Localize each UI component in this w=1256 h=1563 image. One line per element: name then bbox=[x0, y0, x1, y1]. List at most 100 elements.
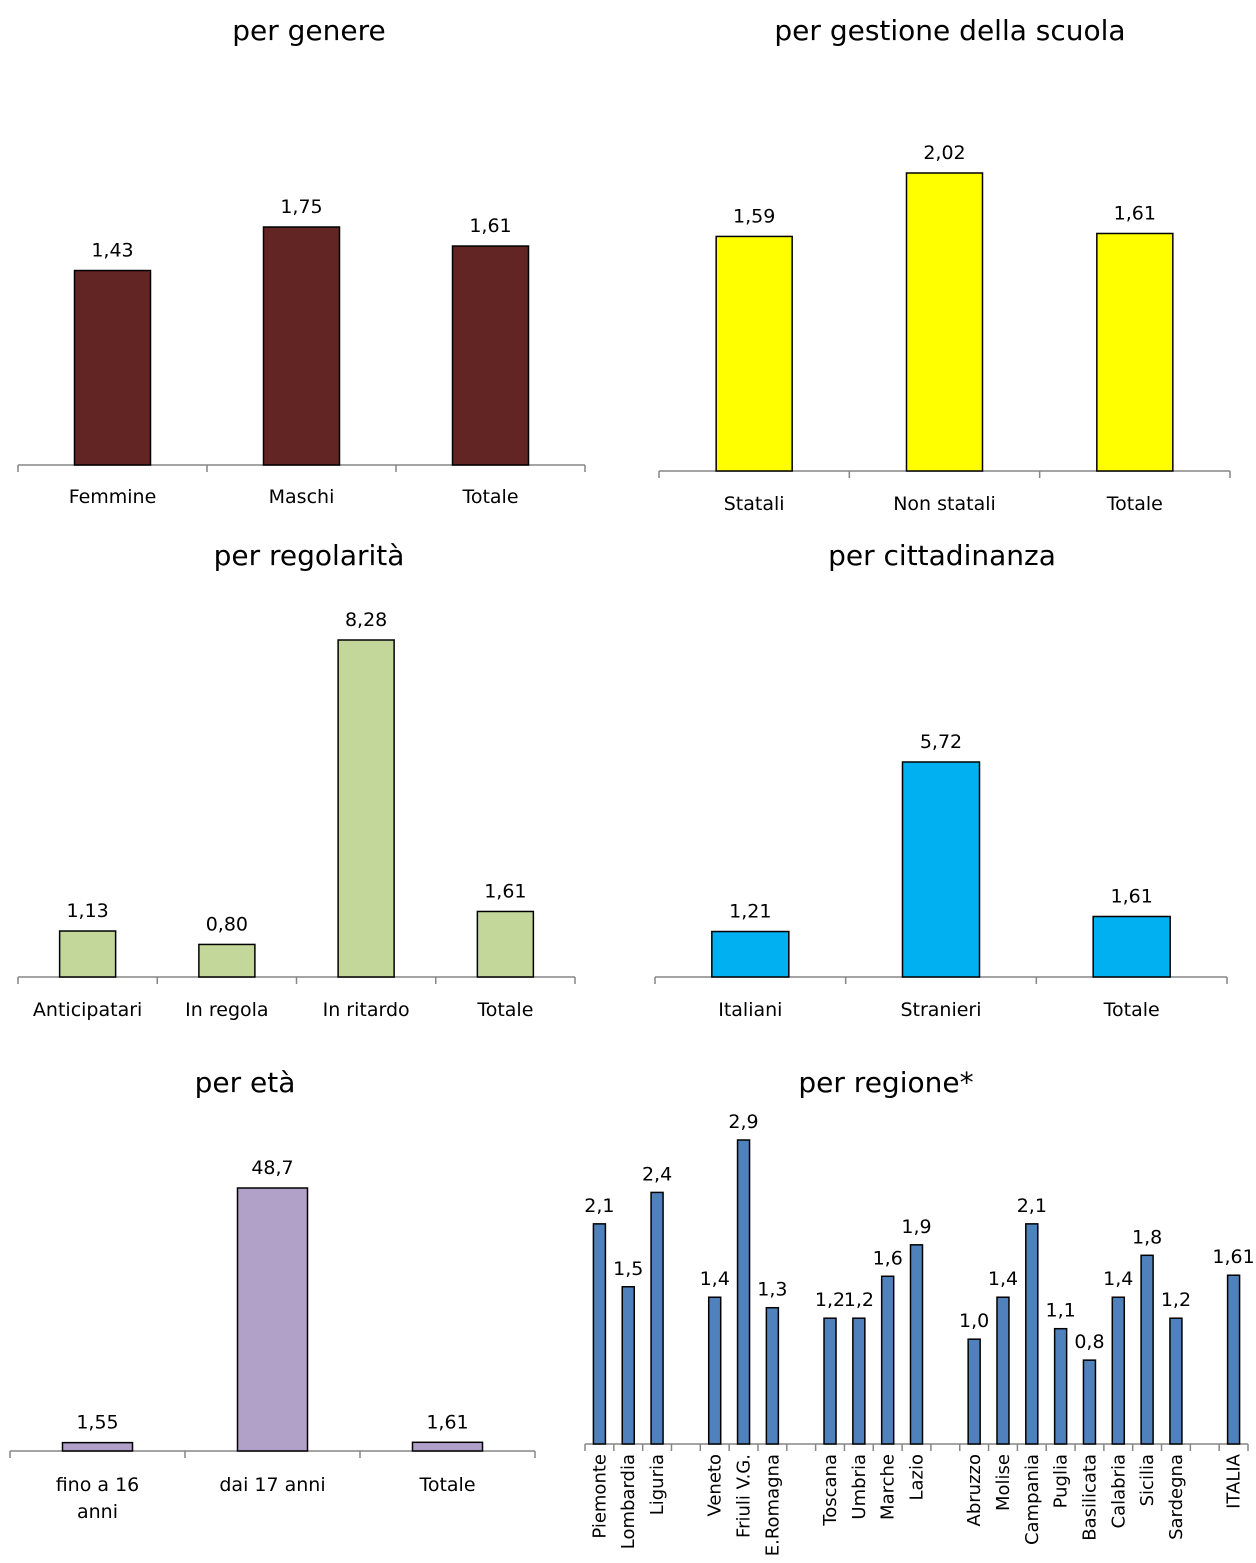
data-label: 1,2 bbox=[1161, 1289, 1191, 1311]
bar bbox=[476, 910, 535, 978]
data-label: 1,61 bbox=[1111, 885, 1153, 907]
category-label: Anticipatari bbox=[33, 999, 142, 1021]
category-label: Umbria bbox=[849, 1454, 870, 1520]
category-label: Marche bbox=[878, 1454, 899, 1520]
chart-panel-6: per regione* 2,1 Piemonte 1,5 Lombardia 2,4 Li… bbox=[584, 1066, 1255, 1556]
bar bbox=[236, 1187, 309, 1452]
bar bbox=[711, 930, 790, 978]
bar bbox=[901, 761, 981, 978]
data-label: 1,61 bbox=[469, 215, 511, 237]
category-label: Maschi bbox=[269, 486, 335, 508]
data-label: 8,28 bbox=[345, 609, 387, 631]
data-label: 2,1 bbox=[584, 1195, 614, 1217]
category-label: Molise bbox=[993, 1454, 1014, 1511]
category-label: Piemonte bbox=[589, 1454, 610, 1539]
data-label: 48,7 bbox=[251, 1157, 293, 1179]
bar bbox=[996, 1296, 1010, 1445]
chart-panel-4: per cittadinanza 1,21 Italiani 5,72 Stranier… bbox=[654, 539, 1228, 1021]
category-label: Totale bbox=[461, 486, 518, 508]
data-label: 2,4 bbox=[642, 1163, 672, 1185]
category-label: Toscana bbox=[820, 1454, 841, 1527]
data-label: 5,72 bbox=[920, 731, 962, 753]
category-label: ITALIA bbox=[1224, 1453, 1245, 1509]
data-label: 1,2 bbox=[844, 1289, 874, 1311]
bar bbox=[909, 1244, 924, 1445]
category-label: Sardegna bbox=[1166, 1454, 1187, 1540]
bar bbox=[73, 269, 152, 466]
chart-title: per genere bbox=[232, 14, 386, 47]
data-label: 2,02 bbox=[923, 142, 965, 164]
data-label: 0,8 bbox=[1074, 1331, 1104, 1353]
bar bbox=[1226, 1274, 1241, 1445]
category-label: Femmine bbox=[69, 486, 157, 508]
bar bbox=[1053, 1327, 1068, 1445]
data-label: 1,13 bbox=[66, 900, 108, 922]
data-label: 1,1 bbox=[1046, 1300, 1076, 1322]
chart-title: per età bbox=[195, 1066, 296, 1099]
data-label: 1,4 bbox=[700, 1268, 730, 1290]
category-label: fino a 16 anni bbox=[56, 1474, 140, 1523]
data-label: 1,61 bbox=[1114, 202, 1156, 224]
bar bbox=[1025, 1223, 1039, 1445]
bar bbox=[823, 1317, 837, 1445]
category-label: Non statali bbox=[893, 493, 996, 515]
bar bbox=[905, 172, 984, 472]
category-label: Campania bbox=[1022, 1454, 1043, 1545]
bar bbox=[337, 639, 395, 978]
category-label: Statali bbox=[724, 493, 785, 515]
category-label-line: fino a 16 bbox=[56, 1474, 140, 1496]
bar bbox=[451, 245, 530, 466]
bar bbox=[1092, 915, 1171, 978]
bar bbox=[715, 235, 793, 472]
data-label: 1,8 bbox=[1132, 1226, 1162, 1248]
bar bbox=[198, 943, 256, 978]
data-label: 1,61 bbox=[1212, 1246, 1254, 1268]
bar bbox=[411, 1441, 484, 1452]
category-label: Abruzzo bbox=[964, 1454, 985, 1526]
bar bbox=[61, 1441, 134, 1452]
bar bbox=[1111, 1296, 1126, 1445]
data-label: 1,61 bbox=[426, 1411, 468, 1433]
data-label: 1,75 bbox=[280, 196, 322, 218]
data-label: 2,1 bbox=[1017, 1195, 1047, 1217]
bar bbox=[1169, 1317, 1183, 1445]
chart-title: per cittadinanza bbox=[828, 539, 1056, 572]
bar bbox=[650, 1191, 664, 1445]
bar bbox=[707, 1296, 722, 1445]
data-label: 1,9 bbox=[901, 1216, 931, 1238]
data-label: 1,4 bbox=[988, 1268, 1018, 1290]
category-label: Basilicata bbox=[1079, 1454, 1100, 1541]
category-label: Totale bbox=[1106, 493, 1163, 515]
data-label: 1,4 bbox=[1103, 1268, 1133, 1290]
category-label: Friuli V.G. bbox=[734, 1454, 755, 1538]
bar bbox=[1140, 1254, 1154, 1445]
category-label: E.Romagna bbox=[762, 1454, 783, 1556]
chart-title: per gestione della scuola bbox=[774, 14, 1125, 47]
data-label: 1,2 bbox=[815, 1289, 845, 1311]
category-label: Totale bbox=[1103, 999, 1160, 1021]
category-label: Liguria bbox=[647, 1454, 668, 1515]
data-label: 1,0 bbox=[959, 1310, 989, 1332]
bar bbox=[967, 1338, 981, 1445]
category-label-line: anni bbox=[77, 1501, 118, 1523]
category-label: Puglia bbox=[1051, 1454, 1072, 1508]
bar bbox=[621, 1286, 635, 1445]
data-label: 0,80 bbox=[206, 913, 248, 935]
data-label: 1,21 bbox=[729, 901, 771, 923]
category-label: Stranieri bbox=[900, 999, 981, 1021]
category-label: dai 17 anni bbox=[219, 1474, 325, 1496]
data-label: 1,55 bbox=[76, 1412, 118, 1434]
data-label: 1,43 bbox=[91, 240, 133, 262]
data-label: 2,9 bbox=[728, 1111, 758, 1133]
data-label: 1,59 bbox=[733, 205, 775, 227]
category-label: Sicilia bbox=[1137, 1454, 1158, 1506]
category-label: Calabria bbox=[1108, 1454, 1129, 1529]
chart-title: per regolarità bbox=[214, 539, 405, 572]
category-label: Veneto bbox=[705, 1454, 726, 1517]
category-label: Totale bbox=[418, 1474, 475, 1496]
chart-panel-2: per gestione della scuola 1,59 Statali 2,02… bbox=[658, 14, 1231, 515]
category-label: In regola bbox=[185, 999, 268, 1021]
bar bbox=[592, 1223, 607, 1445]
category-label: Italiani bbox=[718, 999, 782, 1021]
